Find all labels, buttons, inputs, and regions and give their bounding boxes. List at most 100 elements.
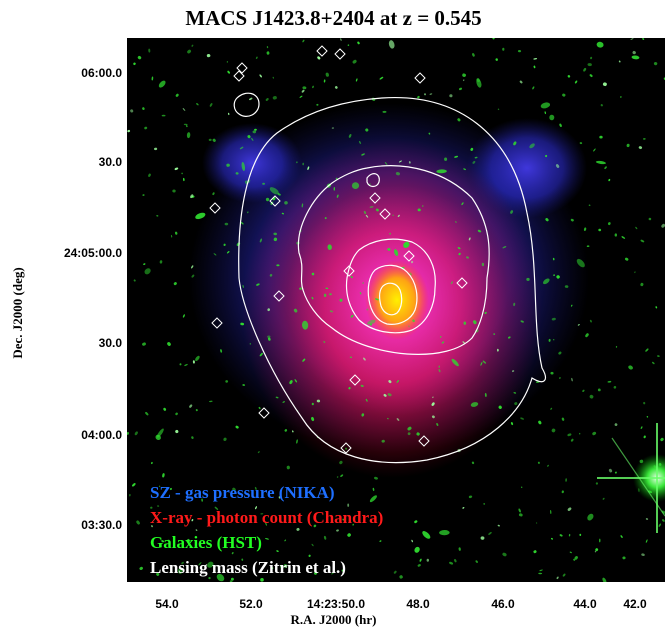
lensing-contour-peak (366, 173, 380, 188)
contour-island (343, 265, 355, 277)
galaxy (426, 558, 429, 562)
galaxy (226, 251, 230, 254)
x-tick-label: 42.0 (623, 597, 647, 611)
galaxy (240, 221, 244, 225)
galaxy (269, 273, 273, 277)
galaxy (329, 293, 332, 296)
galaxy (622, 556, 626, 560)
galaxy (148, 48, 151, 53)
galaxy (331, 127, 335, 129)
galaxy (145, 411, 149, 416)
galaxy (358, 140, 362, 145)
galaxy (151, 525, 153, 528)
galaxy (151, 76, 154, 81)
galaxy (379, 540, 382, 542)
galaxy (161, 540, 165, 543)
galaxy (624, 257, 629, 261)
lensing-contour-2 (297, 165, 490, 355)
galaxy (363, 357, 366, 361)
galaxy (436, 422, 439, 427)
galaxy (449, 561, 454, 565)
galaxy (497, 108, 500, 111)
galaxy (579, 142, 583, 145)
galaxy (130, 109, 134, 113)
galaxy (162, 473, 165, 478)
galaxy (589, 394, 594, 399)
galaxy (590, 56, 593, 60)
galaxy (474, 156, 478, 159)
galaxy (329, 310, 334, 313)
galaxy (301, 320, 309, 330)
galaxy (258, 406, 261, 410)
galaxy (383, 393, 387, 397)
y-tick-label: 06:00.0 (81, 66, 122, 80)
galaxy (375, 298, 379, 301)
galaxy (559, 123, 562, 128)
galaxy (127, 431, 129, 435)
galaxy (248, 179, 251, 184)
figure-title: MACS J1423.8+2404 at z = 0.545 (185, 6, 482, 30)
galaxy (567, 75, 571, 78)
galaxy (195, 212, 206, 220)
galaxy (614, 423, 618, 427)
x-tick-label: 54.0 (155, 597, 179, 611)
galaxy (362, 282, 364, 284)
galaxy (174, 231, 178, 235)
galaxy (492, 38, 495, 40)
galaxy (275, 396, 279, 399)
galaxy (403, 241, 410, 249)
galaxy (348, 387, 351, 390)
galaxy (227, 70, 231, 74)
galaxy (422, 205, 424, 207)
galaxy (189, 404, 193, 408)
x-tick-label: 14:23:50.0 (306, 597, 366, 611)
galaxy (428, 132, 431, 135)
galaxy (579, 533, 582, 536)
galaxy (462, 79, 465, 82)
galaxy (660, 437, 664, 442)
galaxy (265, 538, 269, 540)
y-axis-label: Dec. J2000 (deg) (10, 267, 25, 359)
galaxy (284, 429, 288, 432)
galaxy (643, 435, 646, 439)
contour-island (414, 72, 426, 84)
galaxy (454, 559, 457, 563)
galaxy (593, 148, 596, 152)
galaxy (284, 539, 287, 542)
galaxy (249, 343, 252, 345)
galaxy (185, 125, 188, 128)
galaxy (182, 314, 185, 318)
galaxy (545, 218, 549, 222)
galaxy (190, 194, 194, 199)
galaxy (220, 349, 223, 353)
galaxy (632, 50, 636, 55)
galaxy (259, 238, 263, 243)
galaxy (640, 239, 645, 243)
galaxy (475, 560, 478, 563)
galaxy (538, 572, 543, 575)
galaxy (564, 285, 569, 288)
galaxy (286, 465, 290, 470)
galaxy (348, 134, 352, 138)
galaxy (191, 519, 194, 522)
galaxy (450, 281, 453, 285)
galaxy (296, 161, 298, 164)
galaxy (154, 147, 158, 151)
galaxy (507, 336, 511, 339)
galaxy (419, 558, 422, 562)
galaxy (361, 413, 365, 417)
galaxy (201, 498, 203, 502)
galaxy (640, 282, 644, 287)
galaxy (196, 103, 199, 106)
lensing-contour-4 (367, 264, 418, 325)
galaxy (551, 428, 556, 433)
contour-island (211, 317, 223, 329)
galaxy (311, 416, 315, 422)
galaxy (241, 161, 246, 172)
galaxy (388, 380, 392, 384)
galaxy (631, 55, 640, 60)
galaxy (642, 138, 646, 140)
galaxy (133, 279, 136, 282)
contour-island (258, 407, 270, 419)
legend-sz: SZ - gas pressure (NIKA) (150, 483, 335, 502)
